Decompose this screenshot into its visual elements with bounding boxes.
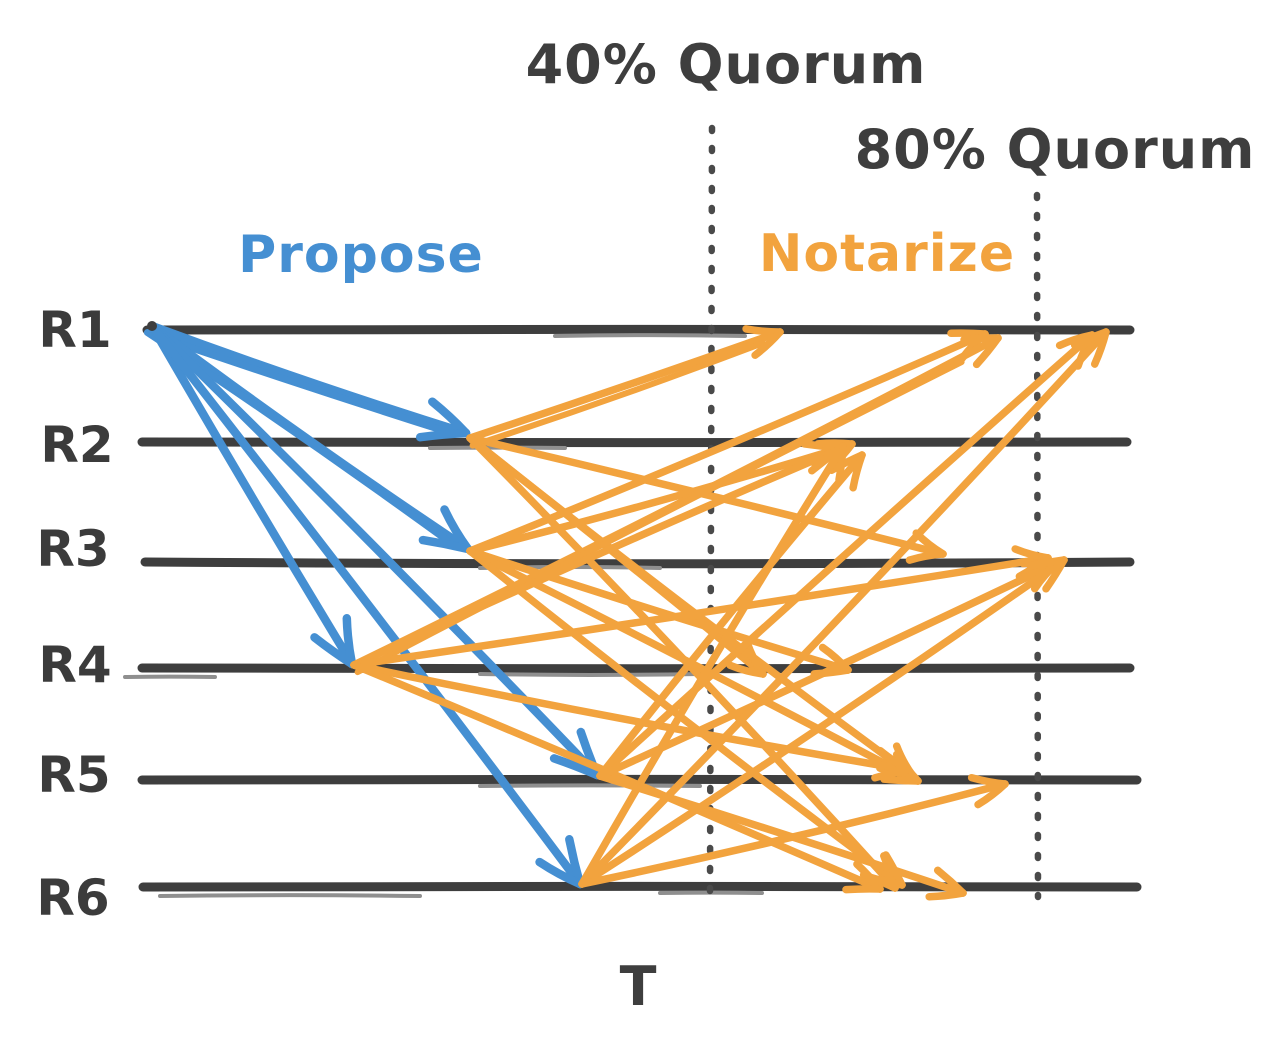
notarize-arrow-R2-to-R4-wing xyxy=(726,661,767,678)
notarize-arrow-R4-to-R2-wing xyxy=(814,439,856,448)
notarize-arrow-R4-to-R6 xyxy=(350,661,884,893)
propose-arrows-layer xyxy=(143,321,602,889)
notarize-arrow-R6-to-R5 xyxy=(578,780,1009,888)
notarize-arrow-R6-to-R2-wing xyxy=(835,442,847,484)
propose-arrow-R1-to-R4 xyxy=(147,321,357,669)
replica-line-R1 xyxy=(142,324,1135,335)
notarize-arrow-R2-to-R1-double-stroke xyxy=(469,340,766,449)
propose-arrow-R1-to-R5-wing xyxy=(549,754,602,780)
notarize-phase-label: Notarize xyxy=(759,224,1015,284)
quorum-line-80 xyxy=(1033,191,1042,901)
sketch-stroke xyxy=(478,783,702,788)
replica-label-r6: R6 xyxy=(36,869,109,927)
notarize-arrow-R4-to-R6-wing xyxy=(842,885,884,894)
propose-origin-dot xyxy=(147,321,157,331)
notarize-arrow-R3-to-R1 xyxy=(466,330,989,555)
propose-arrow-R1-to-R6 xyxy=(147,321,585,889)
quorum-40-label: 40% Quorum xyxy=(526,33,927,96)
notarize-arrow-R3-to-R4 xyxy=(466,547,852,674)
propose-arrow-R1-to-R6-wing xyxy=(535,857,585,889)
notarize-arrow-R4-to-R3-wing xyxy=(1011,545,1052,562)
quorum-lines-layer xyxy=(706,124,1042,901)
notarize-arrow-R5-to-R2-wing xyxy=(849,451,866,492)
replica-label-r5: R5 xyxy=(37,746,110,804)
propose-arrow-R1-to-R2-double-stroke xyxy=(145,330,449,435)
notarize-arrow-R5-to-R2 xyxy=(596,451,866,780)
notarize-arrow-R4-to-R2 xyxy=(350,440,856,669)
notarize-arrow-R3-to-R6 xyxy=(466,547,906,889)
notarize-arrow-R3-to-R2 xyxy=(466,445,842,555)
notarize-arrow-R2-to-R3-wing xyxy=(905,550,947,564)
notarize-arrow-R6-to-R2 xyxy=(578,442,847,888)
notarize-arrow-R5-to-R6-wing xyxy=(925,889,967,901)
notarize-arrow-R2-to-R1-wing xyxy=(742,325,784,336)
sketch-stroke xyxy=(553,333,747,338)
propose-arrow-R1-to-R4-wing xyxy=(310,633,357,669)
replica-line-R2 xyxy=(137,437,1132,448)
replica-label-r4: R4 xyxy=(38,636,111,694)
notarize-arrow-R3-to-R5-wing xyxy=(880,775,922,785)
sketch-stroke xyxy=(478,672,702,677)
notarize-arrow-R6-to-R5-wing xyxy=(974,780,1009,809)
notarize-arrow-R2-to-R1 xyxy=(466,328,784,442)
replica-label-r1: R1 xyxy=(38,301,111,359)
propose-phase-label: Propose xyxy=(238,225,484,285)
notarize-arrow-R6-to-R3-wing xyxy=(1042,556,1068,593)
notarize-arrow-R6-to-R3 xyxy=(578,556,1068,888)
replica-label-r3: R3 xyxy=(36,520,109,578)
replica-line-R6 xyxy=(138,881,1142,892)
propose-arrow-R1-to-R5 xyxy=(147,321,602,780)
notarize-arrow-R2-to-R5 xyxy=(466,434,917,780)
notarize-arrow-R5-to-R6 xyxy=(596,772,967,897)
notarize-arrows-layer xyxy=(350,325,1110,901)
notarize-arrow-R2-to-R3 xyxy=(466,434,947,558)
notarize-arrow-R4-to-R5-wing xyxy=(871,766,912,782)
notarize-arrow-R4-to-R3 xyxy=(350,554,1052,669)
propose-arrow-R1-to-R2 xyxy=(147,321,471,438)
propose-arrow-R1-to-R2-wing xyxy=(415,428,471,442)
notarize-arrow-R4-to-R1-wing xyxy=(972,334,1002,369)
quorum-line-40 xyxy=(706,124,716,897)
time-axis-label: T xyxy=(620,955,657,1018)
replica-line-R4 xyxy=(137,663,1135,674)
quorum-80-label: 80% Quorum xyxy=(855,118,1256,181)
notarize-arrow-R2-to-R1-wing xyxy=(751,328,784,359)
sketch-stroke xyxy=(158,893,422,898)
notarize-arrow-R6-to-R1 xyxy=(578,328,1110,888)
replica-label-r2: R2 xyxy=(40,416,113,474)
notarize-arrow-R4-to-R5 xyxy=(350,661,912,774)
text-layer: 40% Quorum 80% Quorum Propose Notarize T… xyxy=(36,33,1256,1018)
propose-arrow-R1-to-R3-wing xyxy=(418,535,473,554)
notarize-arrow-R5-to-R1 xyxy=(596,331,1096,780)
notarize-arrow-R6-to-R1-wing xyxy=(1090,328,1110,368)
